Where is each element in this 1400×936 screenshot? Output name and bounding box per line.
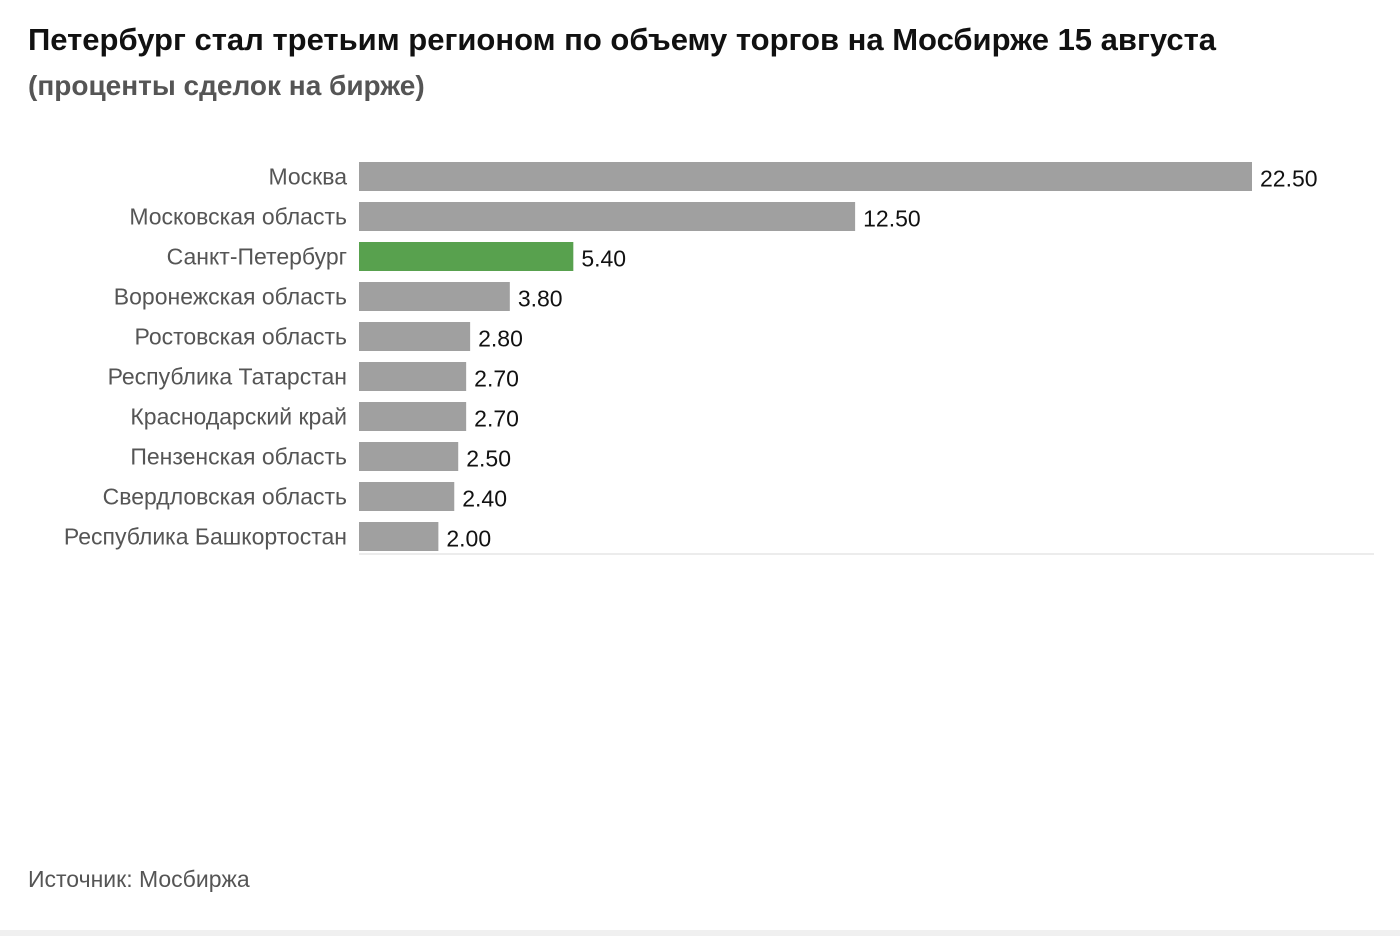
bar [359,282,510,311]
chart-title: Петербург стал третьим регионом по объем… [28,22,1217,57]
bar [359,322,471,351]
value-label: 2.80 [478,326,523,352]
value-label: 3.80 [518,286,563,312]
bar [359,522,439,551]
category-label: Московская область [129,204,347,230]
value-label: 22.50 [1260,166,1318,192]
bar [359,162,1252,191]
category-label: Воронежская область [114,284,347,310]
bottom-divider [0,930,1400,936]
category-label: Свердловская область [103,484,347,510]
category-label: Республика Башкортостан [64,524,347,550]
category-label: Республика Татарстан [108,364,347,390]
bar [359,362,467,391]
bar [359,242,574,271]
category-label: Пензенская область [130,444,347,470]
value-label: 12.50 [863,206,921,232]
bar-chart: Москва 22.50 Московская область 12.50 Санкт-… [64,162,1374,555]
category-label: Санкт-Петербург [167,244,347,270]
value-label: 2.70 [474,406,519,432]
bar [359,482,455,511]
category-label: Ростовская область [134,324,347,350]
bar [359,442,459,471]
value-label: 5.40 [581,246,626,272]
value-label: 2.70 [474,366,519,392]
value-label: 2.50 [466,446,511,472]
category-label: Краснодарский край [130,404,347,430]
bar [359,202,856,231]
bar [359,402,467,431]
source-note: Источник: Мосбиржа [28,866,250,892]
value-label: 2.00 [446,526,491,552]
category-label: Москва [268,164,347,190]
value-label: 2.40 [462,486,507,512]
chart-subtitle: (проценты сделок на бирже) [28,70,425,101]
